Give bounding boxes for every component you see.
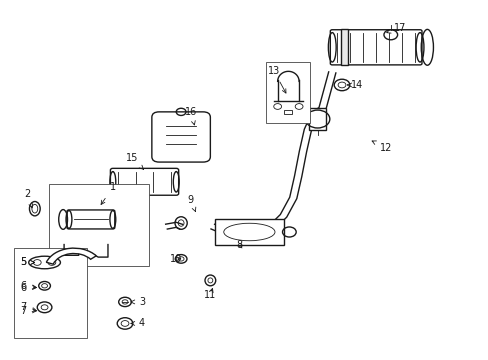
Text: 17: 17 [386, 23, 406, 33]
Text: 6: 6 [20, 283, 36, 293]
Bar [308, 108, 326, 130]
Text: 13: 13 [267, 66, 285, 93]
Text: 2: 2 [24, 189, 33, 208]
Bar [266, 62, 310, 123]
Text: 10: 10 [170, 254, 182, 264]
Text: 8: 8 [236, 239, 242, 249]
FancyBboxPatch shape [67, 210, 115, 229]
Text: 1: 1 [101, 182, 116, 204]
Bar [284, 110, 292, 114]
Bar [49, 184, 149, 266]
FancyBboxPatch shape [152, 112, 210, 162]
Text: 14: 14 [347, 80, 362, 90]
Bar [340, 30, 347, 65]
Bar [215, 219, 283, 246]
Text: 9: 9 [187, 195, 195, 212]
Text: 4: 4 [131, 319, 145, 328]
Text: 15: 15 [126, 153, 143, 170]
Wedge shape [46, 248, 96, 264]
Text: 11: 11 [204, 288, 216, 300]
Text: 5: 5 [20, 257, 35, 267]
Text: 16: 16 [184, 107, 197, 125]
Text: 6: 6 [20, 281, 36, 291]
FancyBboxPatch shape [110, 168, 178, 195]
FancyBboxPatch shape [330, 30, 421, 65]
Text: 12: 12 [371, 141, 391, 153]
Text: 7: 7 [20, 302, 36, 312]
Bar [14, 248, 87, 338]
Text: 5: 5 [20, 257, 35, 267]
Text: 3: 3 [131, 297, 145, 307]
Text: 7: 7 [20, 306, 36, 316]
